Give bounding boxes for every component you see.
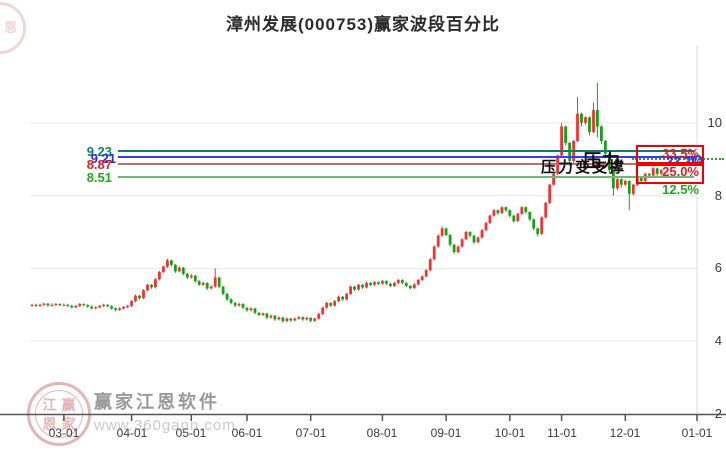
x-axis-label: 09-01 (430, 426, 462, 440)
highlight-box (636, 145, 704, 166)
y-axis-label: 10 (707, 115, 722, 130)
highlight-box (636, 162, 704, 184)
current-level-dotted-line (632, 158, 724, 160)
x-axis-label: 07-01 (295, 426, 327, 440)
level-line-33-3 (118, 156, 694, 158)
percent-level-label: 12.5% (662, 182, 699, 197)
watermark-brand-text: 赢家江恩软件 (94, 392, 220, 412)
level-line-25-0 (118, 163, 694, 165)
y-axis-label: 6 (714, 260, 722, 275)
x-axis-label: 10-01 (494, 426, 526, 440)
y-axis-label: 8 (714, 188, 722, 203)
x-axis-label: 03-01 (48, 426, 80, 440)
x-axis-label: 08-01 (366, 426, 398, 440)
percent-level-label: 33.5% (662, 146, 699, 161)
x-axis-label: 11-01 (547, 426, 577, 440)
x-axis-label: 05-01 (175, 426, 207, 440)
level-line-33-5 (118, 150, 694, 152)
price-level-label: 9.21 (90, 151, 116, 166)
x-axis-label: 12-01 (609, 426, 641, 440)
percent-level-label: 25.0% (662, 164, 699, 179)
watermark-url-text: www.360gann.com (94, 417, 236, 434)
price-level-label: 8.51 (86, 170, 112, 185)
price-level-label: 9.23 (86, 144, 112, 159)
level-line-12-5 (118, 176, 694, 178)
y-axis-label: 4 (714, 333, 722, 348)
x-axis-label: 01-01 (681, 426, 713, 440)
y-axis-label: 2 (714, 406, 722, 421)
price-level-label: 8.87 (86, 157, 112, 172)
x-axis-label: 04-01 (116, 426, 148, 440)
pressure-to-support-annotation: 压力变支撑 (541, 159, 627, 176)
page-title: 漳州发展(000753)赢家波段百分比 (225, 15, 501, 34)
x-axis-label: 06-01 (231, 426, 263, 440)
watermark-seal-fragment-char: 恩 (3, 20, 17, 35)
pressure-annotation: 压力 (583, 151, 621, 171)
